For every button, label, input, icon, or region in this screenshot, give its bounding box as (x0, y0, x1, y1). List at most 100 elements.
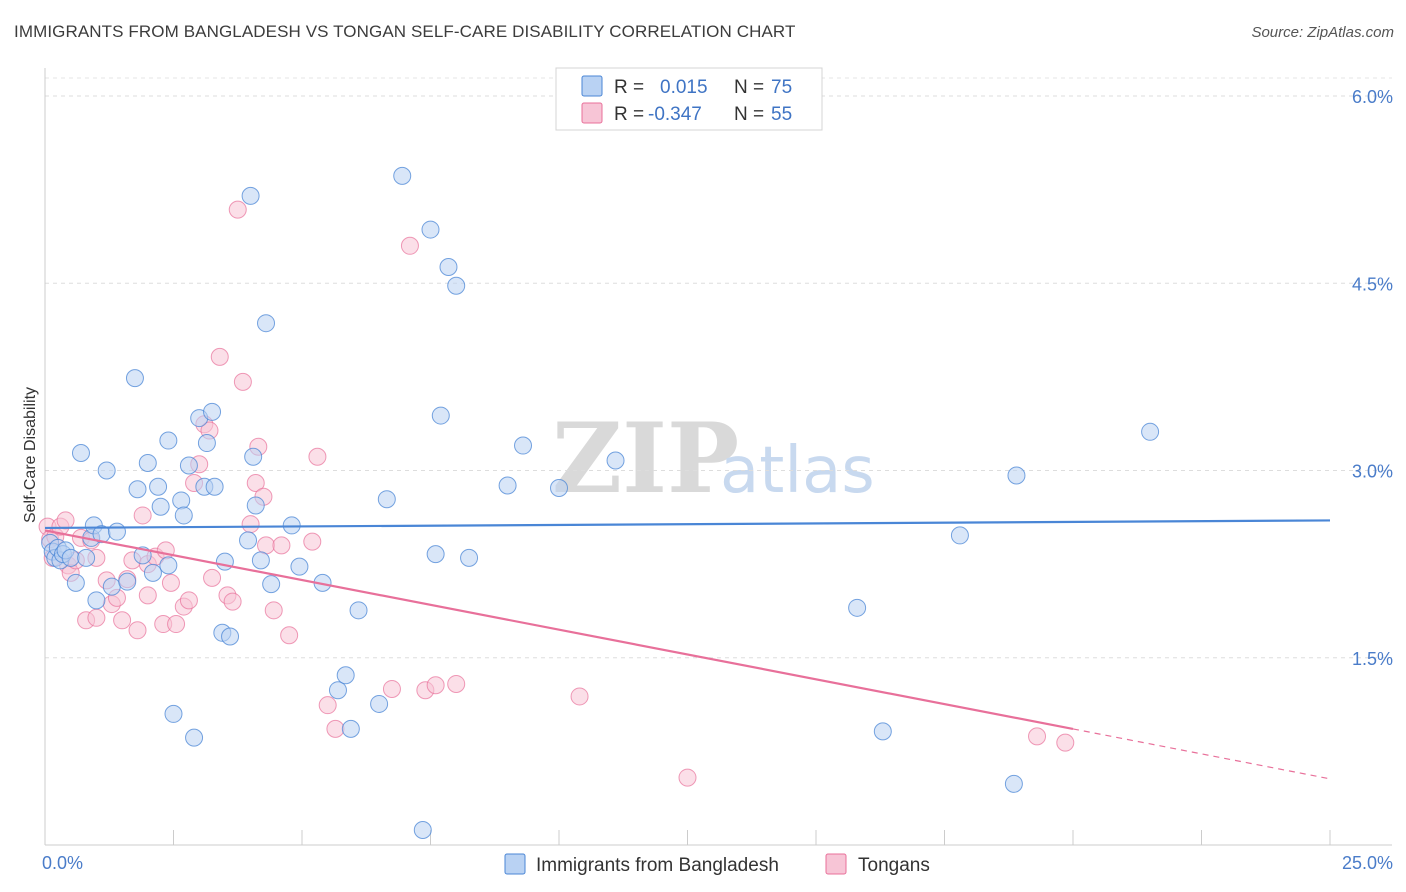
x-tick-label-max: 25.0% (1342, 853, 1393, 873)
bangladesh-point (205, 477, 224, 496)
tongans-point (308, 447, 327, 466)
bangladesh-point (1141, 422, 1160, 441)
bangladesh-point (393, 166, 412, 185)
bangladesh-point (174, 506, 193, 525)
bangladesh-point (1007, 466, 1026, 485)
x-tick-label-min: 0.0% (42, 853, 83, 873)
bangladesh-point (341, 719, 360, 738)
bangladesh-point (239, 531, 258, 550)
tongans-point (167, 615, 186, 634)
tongans-point (447, 674, 466, 693)
tongans-point (156, 541, 175, 560)
tongans-point (678, 768, 697, 787)
tongans-point (210, 347, 229, 366)
bangladesh-point (349, 601, 368, 620)
bangladesh-point (426, 545, 445, 564)
bangladesh-point (257, 314, 276, 333)
y-tick-label: 6.0% (1352, 87, 1393, 107)
legend-swatch-blue (581, 75, 603, 97)
bottom-legend-label-bangladesh: Immigrants from Bangladesh (536, 855, 779, 876)
bangladesh-point (138, 454, 157, 473)
bottom-legend-label-tongans: Tongans (858, 855, 930, 876)
bangladesh-point (377, 490, 396, 509)
bangladesh-point (159, 431, 178, 450)
tongans-trend-line (44, 529, 1074, 730)
tongans-point (326, 719, 345, 738)
bangladesh-point (61, 548, 80, 567)
tongans-point (257, 536, 276, 555)
legend-r-label-1: R = (614, 77, 644, 98)
bangladesh-point (164, 704, 183, 723)
bangladesh-point (421, 220, 440, 239)
bangladesh-points (41, 166, 1160, 840)
gridlines (45, 77, 1392, 659)
tongans-point (264, 601, 283, 620)
tongans-point (400, 236, 419, 255)
bangladesh-point (848, 598, 867, 617)
tongans-point (203, 568, 222, 587)
bangladesh-point (1004, 774, 1023, 793)
legend-r-value-2: -0.347 (648, 104, 702, 125)
bangladesh-point (447, 276, 466, 295)
bangladesh-trend-line (44, 519, 1331, 530)
tongans-point (161, 573, 180, 592)
tongans-point (382, 679, 401, 698)
tongans-point (1028, 727, 1047, 746)
bangladesh-point (185, 728, 204, 747)
bangladesh-point (87, 591, 106, 610)
bangladesh-point (439, 258, 458, 277)
tongans-trend-extrapolation (1072, 728, 1331, 780)
bangladesh-point (215, 552, 234, 571)
bangladesh-point (328, 681, 347, 700)
series-legend: Immigrants from Bangladesh Tongans (504, 853, 930, 876)
bangladesh-point (203, 402, 222, 421)
source-label: Source: ZipAtlas.com (1251, 24, 1394, 41)
watermark-zip: ZIP (552, 402, 739, 515)
legend-r-value-1: 0.015 (660, 77, 708, 98)
tongans-point (280, 626, 299, 645)
bangladesh-point (125, 369, 144, 388)
y-tick-label: 1.5% (1352, 649, 1393, 669)
bangladesh-point (97, 461, 116, 480)
y-tick-label: 4.5% (1352, 274, 1393, 294)
bangladesh-point (370, 694, 389, 713)
chart-title: IMMIGRANTS FROM BANGLADESH VS TONGAN SEL… (14, 22, 796, 41)
bangladesh-point (179, 456, 198, 475)
bangladesh-point (431, 406, 450, 425)
tongans-point (233, 372, 252, 391)
tongans-point (318, 696, 337, 715)
tongans-point (138, 586, 157, 605)
tongans-point (426, 676, 445, 695)
legend-n-value-1: 75 (771, 77, 792, 98)
bottom-legend-swatch-blue (504, 853, 526, 875)
tongans-point (128, 621, 147, 640)
bangladesh-point (66, 573, 85, 592)
tongans-point (1056, 733, 1075, 752)
bangladesh-point (413, 821, 432, 840)
bangladesh-point (606, 451, 625, 470)
legend-swatch-pink (581, 102, 603, 124)
tongans-point (246, 473, 265, 492)
tongans-point (272, 536, 291, 555)
bangladesh-point (159, 556, 178, 575)
trend-lines (44, 519, 1331, 780)
tongans-point (223, 592, 242, 611)
tongans-point (241, 515, 260, 534)
tongans-point (179, 591, 198, 610)
bottom-legend-swatch-pink (825, 853, 847, 875)
bangladesh-point (197, 434, 216, 453)
tongans-point (228, 200, 247, 219)
bangladesh-point (151, 497, 170, 516)
bangladesh-point (873, 722, 892, 741)
legend-n-label-2: N = (734, 104, 764, 125)
bangladesh-point (102, 577, 121, 596)
bangladesh-point (107, 522, 126, 541)
bangladesh-point (262, 575, 281, 594)
bangladesh-point (246, 496, 265, 515)
bangladesh-point (251, 551, 270, 570)
tongans-point (87, 608, 106, 627)
bangladesh-point (71, 444, 90, 463)
bangladesh-point (221, 627, 240, 646)
legend-r-label-2: R = (614, 104, 644, 125)
